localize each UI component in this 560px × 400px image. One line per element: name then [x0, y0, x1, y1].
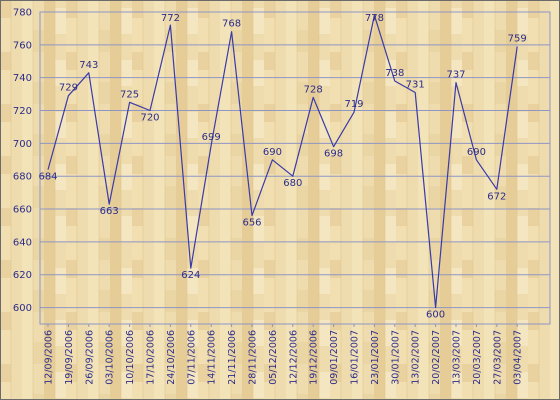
data-label: 663 [100, 206, 119, 217]
x-tick-label: 03/10/2006 [105, 330, 116, 385]
series-line [47, 14, 518, 309]
x-tick-label: 26/09/2006 [84, 330, 95, 385]
data-label: 768 [222, 19, 241, 30]
data-label: 729 [59, 83, 78, 94]
data-label: 672 [487, 191, 506, 202]
x-tick-label: 19/09/2006 [64, 330, 75, 385]
data-label: 698 [324, 149, 343, 160]
data-label: 690 [263, 147, 282, 158]
x-tick-label: 10/10/2006 [125, 330, 136, 385]
x-tick-label: 30/01/2007 [390, 330, 401, 385]
series-line-path [47, 14, 518, 309]
x-tick-label: 12/09/2006 [44, 330, 55, 385]
y-tick-label: 700 [13, 139, 32, 150]
gridlines [40, 11, 550, 309]
data-label: 772 [161, 13, 180, 24]
x-tick-label: 21/11/2006 [227, 330, 238, 385]
data-label: 743 [79, 60, 98, 71]
data-label: 738 [385, 68, 404, 79]
data-label: 731 [406, 79, 425, 90]
data-label: 720 [140, 113, 159, 124]
x-tick-label: 28/11/2006 [248, 330, 259, 385]
data-label: 728 [304, 84, 323, 95]
x-tick-label: 13/03/2007 [452, 330, 463, 385]
x-tick-label: 17/10/2006 [146, 330, 157, 385]
x-axis-ticks: 12/09/2006 19/09/2006 26/09/2006 03/10/2006… [44, 324, 524, 385]
data-label: 737 [446, 70, 465, 81]
x-tick-label: 20/03/2007 [472, 330, 483, 385]
data-label: 684 [38, 172, 57, 183]
x-tick-label: 05/12/2006 [268, 330, 279, 385]
y-tick-label: 600 [13, 303, 32, 314]
y-axis-ticks: 600 620 640 660 680 700 720 740 760 780 [13, 8, 32, 315]
y-tick-label: 760 [13, 40, 32, 51]
data-label: 600 [426, 310, 445, 321]
x-tick-label: 07/11/2006 [186, 330, 197, 385]
x-tick-label: 16/01/2007 [350, 330, 361, 385]
y-tick-label: 680 [13, 172, 32, 183]
data-label: 778 [365, 13, 384, 24]
data-label: 656 [242, 218, 261, 229]
x-tick-label: 12/12/2006 [288, 330, 299, 385]
x-tick-label: 23/01/2007 [370, 330, 381, 385]
x-tick-label: 14/11/2006 [207, 330, 218, 385]
data-label: 690 [467, 147, 486, 158]
y-tick-label: 660 [13, 205, 32, 216]
y-tick-label: 740 [13, 73, 32, 84]
data-label: 719 [344, 99, 363, 110]
y-tick-label: 620 [13, 270, 32, 281]
x-tick-label: 09/01/2007 [329, 330, 340, 385]
data-label: 759 [508, 33, 527, 44]
data-label: 624 [181, 270, 200, 281]
x-tick-label: 03/04/2007 [513, 330, 524, 385]
data-label: 680 [283, 178, 302, 189]
x-tick-label: 27/03/2007 [492, 330, 503, 385]
x-tick-label: 24/10/2006 [166, 330, 177, 385]
data-label: 725 [120, 89, 139, 100]
data-label: 699 [202, 132, 221, 143]
y-tick-label: 720 [13, 106, 32, 117]
y-tick-label: 640 [13, 237, 32, 248]
x-tick-label: 20/02/2007 [431, 330, 442, 385]
x-tick-label: 19/12/2006 [309, 330, 320, 385]
x-tick-label: 13/02/2007 [411, 330, 422, 385]
data-labels: 684 729 743 663 725 720 772 624 699 768 656 690 680 7… [38, 13, 526, 321]
y-tick-label: 780 [13, 8, 32, 19]
